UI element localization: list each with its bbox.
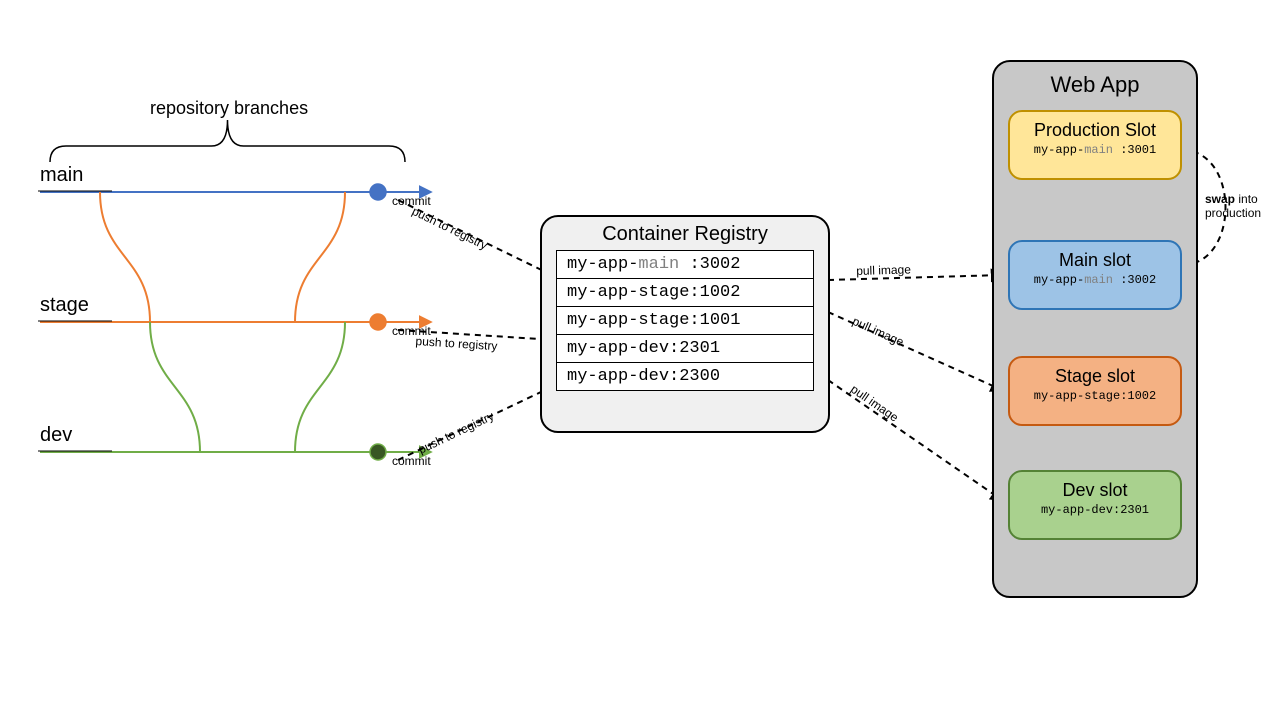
swap-label: swap into production (1205, 192, 1275, 220)
slot-main-slot: Main slot my-app-main :3002 (1008, 240, 1182, 310)
registry-title: Container Registry (542, 217, 828, 250)
commit-label-main: commit (392, 194, 431, 208)
slot-subtitle: my-app-dev:2301 (1010, 503, 1180, 517)
registry-table: my-app-main :3002my-app-stage:1002my-app… (556, 250, 814, 391)
registry-row: my-app-dev:2301 (557, 335, 813, 363)
slot-title: Stage slot (1010, 366, 1180, 387)
commit-label-dev: commit (392, 454, 431, 468)
slot-title: Dev slot (1010, 480, 1180, 501)
slot-subtitle: my-app-main :3002 (1010, 273, 1180, 287)
slot-stage-slot: Stage slot my-app-stage:1002 (1008, 356, 1182, 426)
pull-label: pull image (856, 262, 911, 278)
registry-row: my-app-stage:1001 (557, 307, 813, 335)
slot-subtitle: my-app-main :3001 (1010, 143, 1180, 157)
registry-row: my-app-stage:1002 (557, 279, 813, 307)
slot-title: Main slot (1010, 250, 1180, 271)
slot-production-slot: Production Slot my-app-main :3001 (1008, 110, 1182, 180)
slot-subtitle: my-app-stage:1002 (1010, 389, 1180, 403)
slot-title: Production Slot (1010, 120, 1180, 141)
branch-label-dev: dev (40, 424, 72, 447)
branch-label-main: main (40, 164, 83, 187)
branch-label-stage: stage (40, 294, 89, 317)
webapp-title: Web App (994, 62, 1196, 100)
slot-dev-slot: Dev slot my-app-dev:2301 (1008, 470, 1182, 540)
container-registry: Container Registry my-app-main :3002my-a… (540, 215, 830, 433)
brace-label: repository branches (150, 98, 308, 119)
registry-row: my-app-dev:2300 (557, 363, 813, 390)
registry-row: my-app-main :3002 (557, 251, 813, 279)
